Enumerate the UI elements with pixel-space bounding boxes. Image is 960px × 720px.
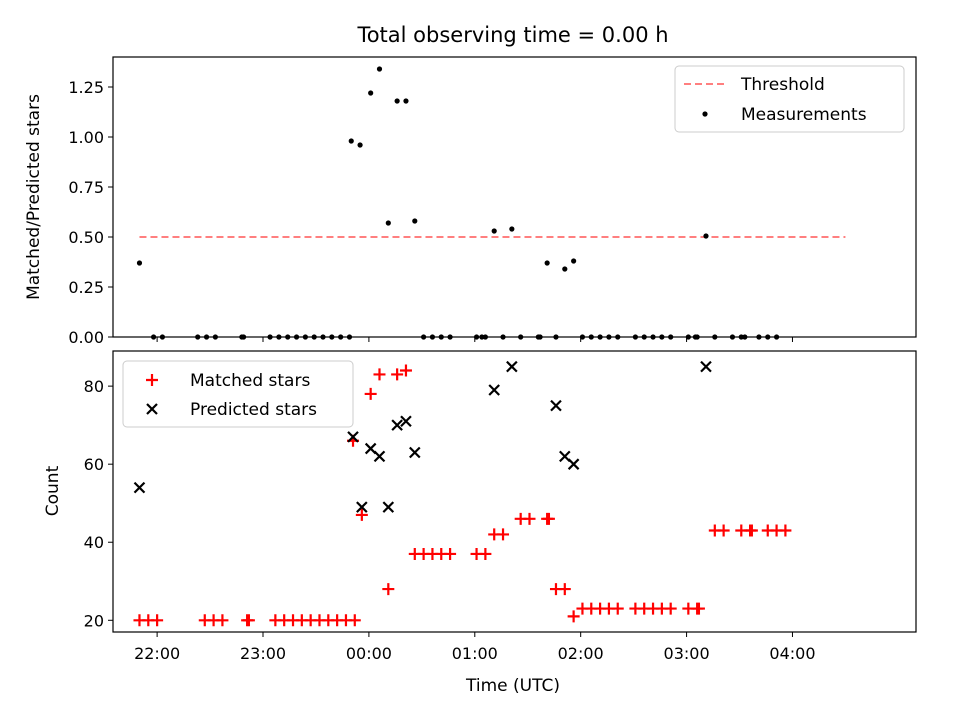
- matched-legend-label: Matched stars: [190, 371, 310, 391]
- ytick-label: 60: [84, 455, 104, 474]
- top-yticks: 0.00 0.25 0.50 0.75 1.00 1.25: [68, 78, 113, 347]
- measurement-point: [368, 90, 374, 96]
- measurement-point: [491, 228, 497, 234]
- predicted-stars-point: [700, 360, 712, 373]
- ytick-label: 0.00: [68, 328, 104, 347]
- measurement-point: [376, 66, 383, 72]
- figure-title: Total observing time = 0.00 h: [356, 23, 668, 47]
- measurement-point: [357, 142, 363, 148]
- predicted-stars-point: [488, 384, 500, 396]
- matched-stars-point: [391, 368, 404, 381]
- matched-stars-point: [364, 387, 377, 400]
- bottom-axes-frame: [112, 350, 917, 633]
- top-ylabel: Matched/Predicted stars: [24, 94, 44, 300]
- measurement-point: [571, 258, 577, 264]
- bottom-ylabel: Count: [43, 465, 63, 516]
- xtick-label: 22:00: [134, 644, 180, 663]
- predicted-stars-point: [133, 481, 146, 494]
- matched-stars-point: [216, 614, 229, 627]
- xtick-label: 03:00: [664, 644, 710, 663]
- top-legend: Threshold Measurements: [674, 65, 905, 133]
- matched-stars-point: [444, 547, 457, 560]
- matched-stars-point: [558, 583, 571, 596]
- predicted-legend-label: Predicted stars: [190, 400, 317, 420]
- matched-legend-swatch: [146, 374, 158, 386]
- bottom-xticks: 22:00 23:00 00:00 01:00 02:00 03:00 04:00: [134, 632, 816, 663]
- matched-stars-point: [399, 364, 412, 377]
- bottom-plot: Count 20 40 60 80 22:00 23:00 00:00 01:00 02:00…: [43, 350, 917, 696]
- predicted-stars-point: [409, 446, 421, 459]
- xtick-label: 02:00: [558, 644, 604, 663]
- bottom-yticks: 20 40 60 80: [84, 377, 113, 630]
- matched-stars-point: [692, 602, 705, 615]
- xtick-label: 04:00: [769, 644, 815, 663]
- bottom-plot-area: [133, 360, 792, 627]
- top-axes-frame: [112, 56, 917, 338]
- measurement-point: [403, 98, 409, 104]
- predicted-stars-point: [567, 458, 580, 470]
- predicted-stars-point: [347, 431, 359, 443]
- ytick-label: 1.25: [68, 78, 104, 97]
- measurements-legend-label: Measurements: [741, 105, 867, 125]
- matched-stars-point: [348, 614, 361, 627]
- matched-stars-point: [373, 368, 386, 381]
- predicted-stars-point: [373, 450, 386, 463]
- predicted-stars-point: [400, 415, 412, 428]
- measurement-point: [348, 138, 354, 144]
- xlabel: Time (UTC): [465, 676, 560, 696]
- xtick-label: 01:00: [452, 644, 498, 663]
- measurement-point: [136, 260, 143, 266]
- ytick-label: 0.75: [68, 178, 104, 197]
- matched-stars-point: [355, 508, 368, 521]
- threshold-legend-label: Threshold: [740, 75, 825, 95]
- matched-stars-point: [523, 512, 536, 525]
- matched-stars-point: [745, 524, 758, 537]
- matched-stars-point: [382, 583, 395, 596]
- matched-stars-point: [779, 524, 792, 537]
- predicted-stars-point: [356, 501, 368, 513]
- matched-stars-point: [497, 528, 510, 541]
- matched-stars-point: [542, 512, 555, 525]
- measurement-point: [394, 98, 400, 104]
- measurement-point: [562, 266, 568, 272]
- bottom-legend-box: [122, 360, 354, 428]
- ytick-label: 40: [84, 533, 104, 552]
- measurement-point: [703, 233, 709, 239]
- top-plot: Matched/Predicted stars 0.00 0.25 0.50 0.75…: [24, 56, 917, 347]
- ytick-label: 20: [84, 611, 104, 630]
- matched-stars-point: [717, 524, 730, 537]
- xtick-label: 23:00: [240, 644, 286, 663]
- xtick-label: 00:00: [346, 644, 392, 663]
- predicted-stars-point: [391, 419, 403, 431]
- ytick-label: 80: [84, 377, 104, 396]
- measurement-point: [544, 260, 550, 266]
- predicted-legend-swatch: [146, 403, 158, 415]
- ytick-label: 1.00: [68, 128, 104, 147]
- measurement-point: [385, 220, 391, 226]
- predicted-stars-point: [550, 399, 562, 412]
- matched-stars-point: [664, 602, 677, 615]
- matched-stars-point: [151, 614, 164, 627]
- measurement-point: [509, 226, 515, 232]
- matched-stars-point: [242, 614, 255, 627]
- matched-stars-point: [611, 602, 624, 615]
- ytick-label: 0.50: [68, 228, 104, 247]
- measurements-legend-swatch: [702, 111, 708, 117]
- top-legend-box: [674, 65, 905, 133]
- matched-stars-point: [479, 547, 492, 560]
- ytick-label: 0.25: [68, 278, 104, 297]
- measurement-point: [412, 218, 418, 224]
- matched-stars-point: [567, 610, 580, 623]
- predicted-stars-point: [506, 360, 518, 373]
- bottom-legend: Matched stars Predicted stars: [122, 360, 354, 428]
- predicted-stars-point: [382, 501, 395, 513]
